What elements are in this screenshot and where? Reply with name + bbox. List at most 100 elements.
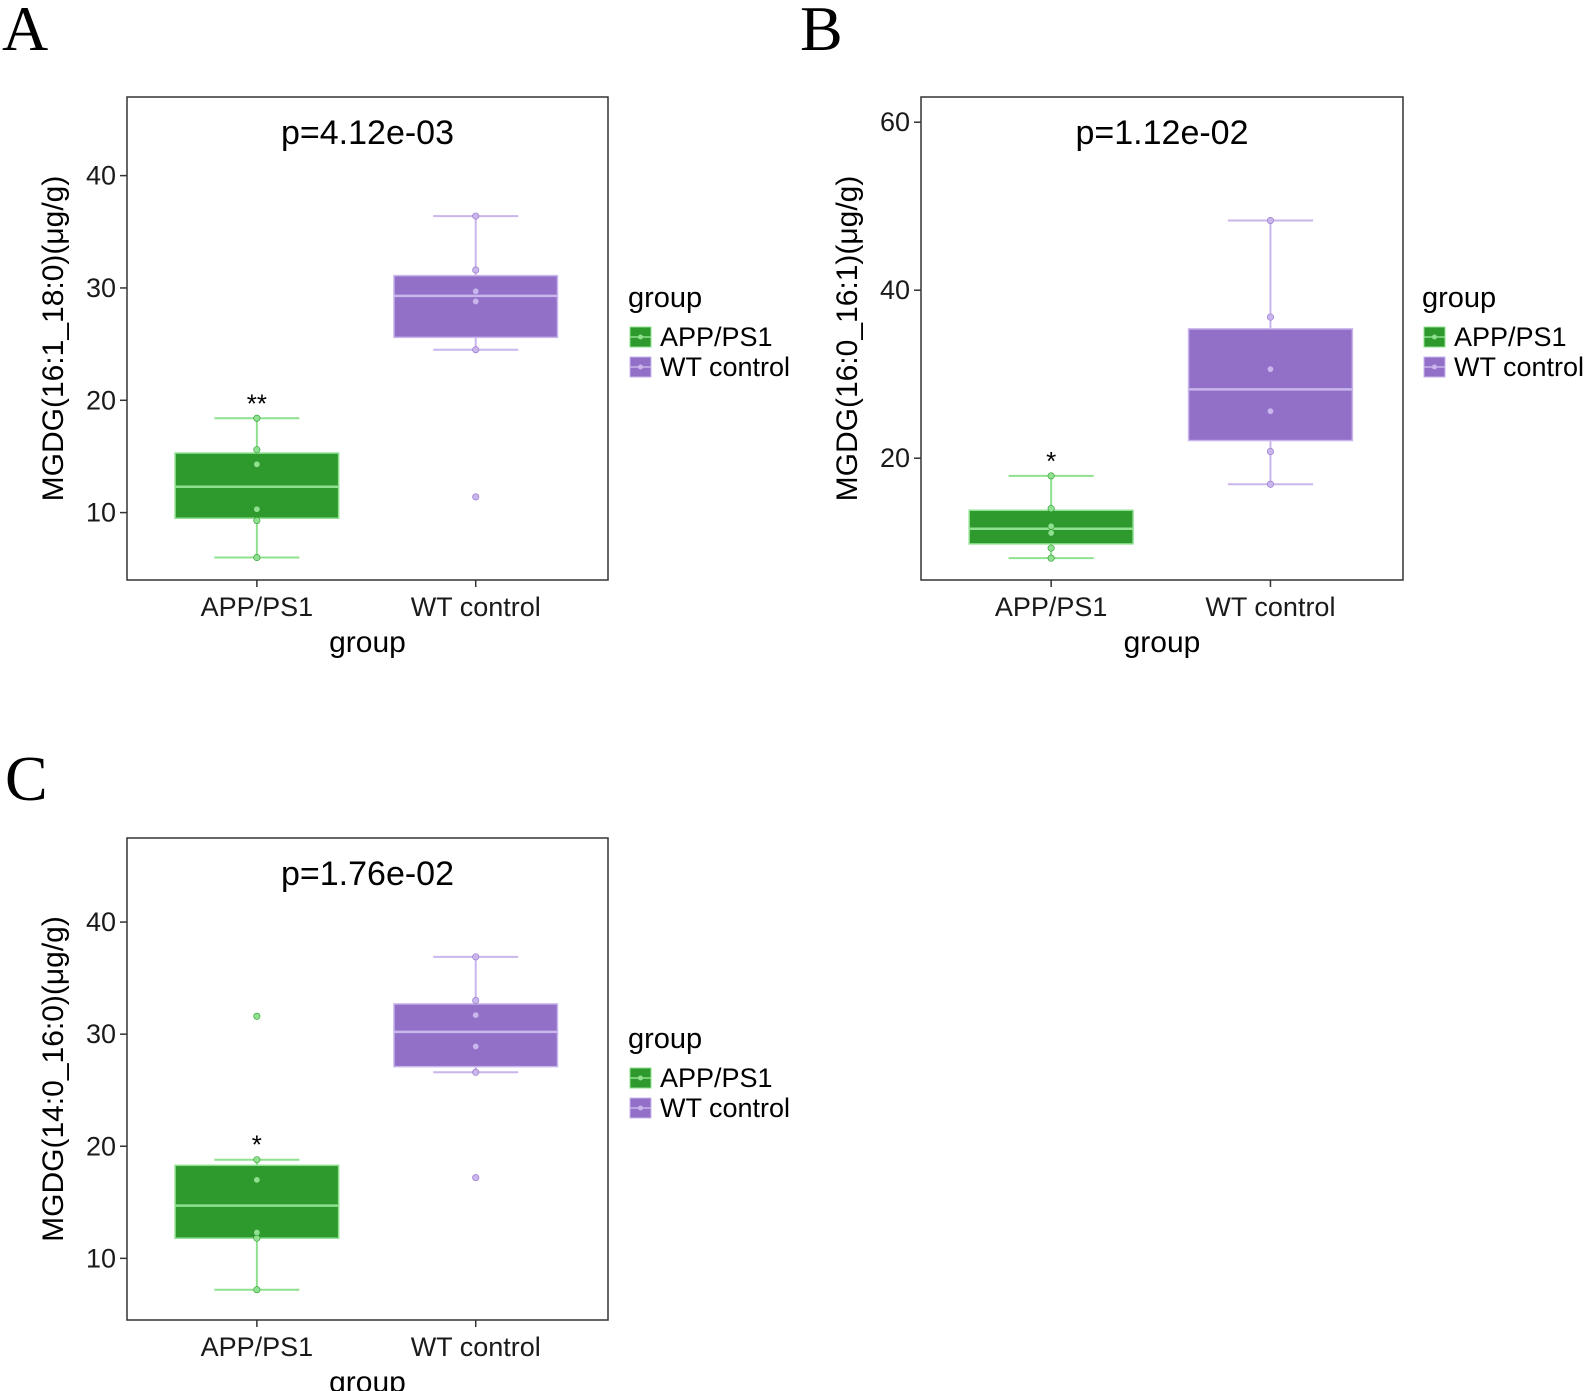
x-axis-title: group [329, 626, 406, 659]
x-tick-label: WT control [411, 592, 541, 622]
x-axis-title: group [1124, 626, 1201, 659]
legend-label: APP/PS1 [1454, 322, 1567, 352]
data-point [253, 1176, 261, 1184]
y-axis-title: MGDG(16:1_18:0)(μg/g) [37, 176, 70, 502]
data-point [1266, 216, 1274, 224]
data-point [253, 505, 261, 513]
box-app-ps1: * [174, 1012, 340, 1294]
y-tick-label: 40 [880, 275, 910, 305]
data-point [472, 297, 480, 305]
legend-label: APP/PS1 [660, 322, 773, 352]
data-point [1047, 472, 1055, 480]
data-point [253, 516, 261, 524]
box-iqr [174, 1164, 340, 1239]
x-tick-label: APP/PS1 [201, 592, 314, 622]
x-tick-label: WT control [1205, 592, 1335, 622]
data-point [472, 287, 480, 295]
legend-label: WT control [660, 1093, 790, 1123]
y-tick-label: 40 [86, 161, 116, 191]
y-tick-label: 10 [86, 1243, 116, 1273]
significance-marker: * [252, 1130, 262, 1160]
data-point [1047, 505, 1055, 513]
data-point [472, 953, 480, 961]
data-point [253, 1229, 261, 1237]
y-axis-title: MGDG(16:0_16:1)(μg/g) [831, 176, 864, 502]
legend-key-point [638, 364, 643, 370]
data-point [1266, 407, 1274, 415]
data-point [1047, 554, 1055, 562]
box-iqr [1187, 328, 1354, 442]
data-point [472, 493, 480, 501]
significance-marker: ** [247, 388, 267, 418]
legend-label: WT control [1454, 352, 1584, 382]
y-tick-label: 20 [86, 1131, 116, 1161]
data-point [472, 346, 480, 354]
plot-border [126, 96, 609, 581]
data-point [1047, 544, 1055, 552]
data-point [1047, 529, 1055, 537]
legend-key-point [638, 334, 643, 340]
x-axis-title: group [329, 1366, 406, 1391]
legend-key-point [1432, 334, 1437, 340]
box-wt-control [393, 953, 559, 1182]
legend-key-point [638, 1075, 643, 1081]
data-point [253, 446, 261, 454]
legend-title: group [1422, 282, 1496, 314]
y-axis-title: MGDG(14:0_16:0)(μg/g) [37, 916, 70, 1242]
data-point [253, 1012, 261, 1020]
x-tick-label: APP/PS1 [995, 592, 1108, 622]
data-point [253, 554, 261, 562]
panel-letter: C [5, 743, 48, 814]
panel-letter: B [800, 0, 843, 64]
legend-key-point [1432, 364, 1437, 370]
data-point [1047, 522, 1055, 530]
data-point [1266, 365, 1274, 373]
box-app-ps1: ** [174, 388, 340, 562]
data-point [1266, 447, 1274, 455]
legend-label: APP/PS1 [660, 1063, 773, 1093]
data-point [472, 997, 480, 1005]
x-tick-label: WT control [411, 1332, 541, 1362]
data-point [472, 1011, 480, 1019]
box-wt-control [393, 212, 559, 501]
y-tick-label: 60 [880, 107, 910, 137]
panel-letter: A [2, 0, 48, 64]
x-tick-label: APP/PS1 [201, 1332, 314, 1362]
y-tick-label: 20 [86, 385, 116, 415]
legend-label: WT control [660, 352, 790, 382]
legend-key-point [638, 1105, 643, 1111]
y-tick-label: 30 [86, 273, 116, 303]
y-tick-label: 10 [86, 498, 116, 528]
data-point [472, 212, 480, 220]
legend-title: group [628, 282, 702, 314]
data-point [1266, 313, 1274, 321]
plot-title: p=1.76e-02 [281, 855, 454, 893]
data-point [472, 1068, 480, 1076]
data-point [253, 1156, 261, 1164]
plot-title: p=1.12e-02 [1076, 114, 1249, 152]
box-app-ps1: * [968, 446, 1134, 562]
data-point [472, 266, 480, 274]
legend-title: group [628, 1023, 702, 1055]
y-tick-label: 40 [86, 907, 116, 937]
y-tick-label: 30 [86, 1019, 116, 1049]
data-point [472, 1174, 480, 1182]
data-point [253, 414, 261, 422]
data-point [1266, 480, 1274, 488]
plot-border [126, 837, 609, 1321]
plot-border [920, 96, 1404, 581]
box-wt-control [1187, 216, 1354, 488]
data-point [253, 1286, 261, 1294]
plot-title: p=4.12e-03 [281, 114, 454, 152]
y-tick-label: 20 [880, 443, 910, 473]
data-point [472, 1042, 480, 1050]
data-point [253, 460, 261, 468]
box-iqr [393, 274, 559, 339]
